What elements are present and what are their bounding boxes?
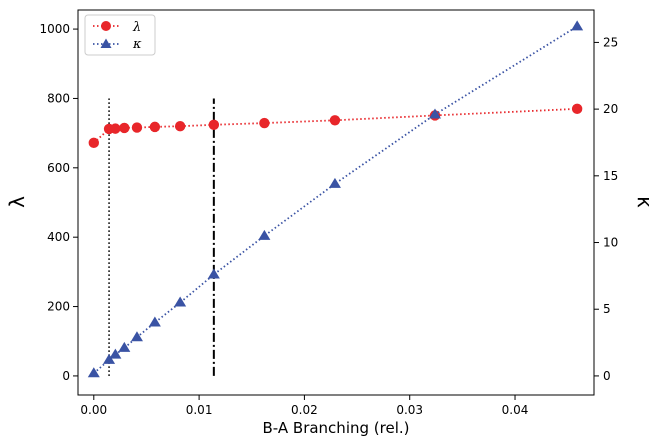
- x-tick-label: 0.03: [396, 403, 423, 417]
- y-right-tick-label: 20: [603, 102, 618, 116]
- y-left-tick-label: 1000: [39, 22, 70, 36]
- legend-lambda-label: λ: [132, 20, 141, 35]
- data-point-lambda: [571, 103, 583, 115]
- data-point-kappa: [130, 331, 143, 342]
- legend-box: [84, 14, 156, 56]
- data-point-kappa: [103, 353, 116, 364]
- data-point-lambda: [208, 119, 220, 131]
- data-point-lambda: [110, 123, 121, 134]
- y-right-tick-label: 25: [603, 35, 618, 49]
- y-left-tick-label: 200: [47, 300, 70, 314]
- data-point-kappa: [428, 108, 441, 119]
- y-right-tick-label: 5: [603, 302, 611, 316]
- data-point-kappa: [207, 268, 220, 279]
- y-right-axis-title: κ: [633, 196, 650, 208]
- ticks-layer: 0.00 0.01 0.02 0.03 0.04 0 200 400 600 800 1000 0 5 1…: [39, 22, 618, 417]
- data-point-lambda: [149, 121, 161, 133]
- data-point-lambda: [88, 137, 99, 149]
- x-axis-title: B-A Branching (rel.): [263, 419, 410, 437]
- data-point-lambda: [131, 122, 143, 133]
- y-left-tick-label: 800: [47, 91, 70, 105]
- data-point-kappa: [174, 296, 187, 307]
- y-left-tick-label: 0: [62, 369, 70, 383]
- x-tick-label: 0.04: [502, 403, 529, 417]
- data-point-lambda: [259, 117, 270, 129]
- x-tick-label: 0.01: [186, 403, 213, 417]
- legend-kappa-label: κ: [132, 37, 142, 52]
- y-right-tick-label: 10: [603, 236, 618, 250]
- x-tick-label: 0.00: [80, 403, 107, 417]
- data-point-kappa: [258, 229, 271, 240]
- series-layer: [87, 20, 584, 378]
- y-left-axis-title: λ: [5, 196, 29, 208]
- legend-lambda-marker: [101, 21, 111, 31]
- vertical-lines: [108, 98, 215, 376]
- y-right-tick-label: 0: [603, 369, 611, 383]
- y-left-tick-label: 600: [47, 161, 70, 175]
- y-left-tick-label: 400: [47, 230, 70, 244]
- data-point-kappa: [109, 348, 122, 359]
- data-point-lambda: [329, 115, 341, 126]
- legend: λ κ: [84, 14, 156, 56]
- x-tick-label: 0.02: [291, 403, 318, 417]
- data-point-kappa: [87, 367, 100, 378]
- data-point-kappa: [328, 177, 341, 188]
- data-point-kappa: [571, 20, 584, 31]
- plot-area: [77, 9, 595, 396]
- data-point-kappa: [118, 341, 131, 352]
- legend-kappa-marker: [100, 38, 112, 48]
- data-point-kappa: [148, 316, 161, 327]
- data-point-lambda: [119, 122, 130, 134]
- y-right-tick-label: 15: [603, 169, 618, 183]
- data-point-lambda: [174, 120, 186, 132]
